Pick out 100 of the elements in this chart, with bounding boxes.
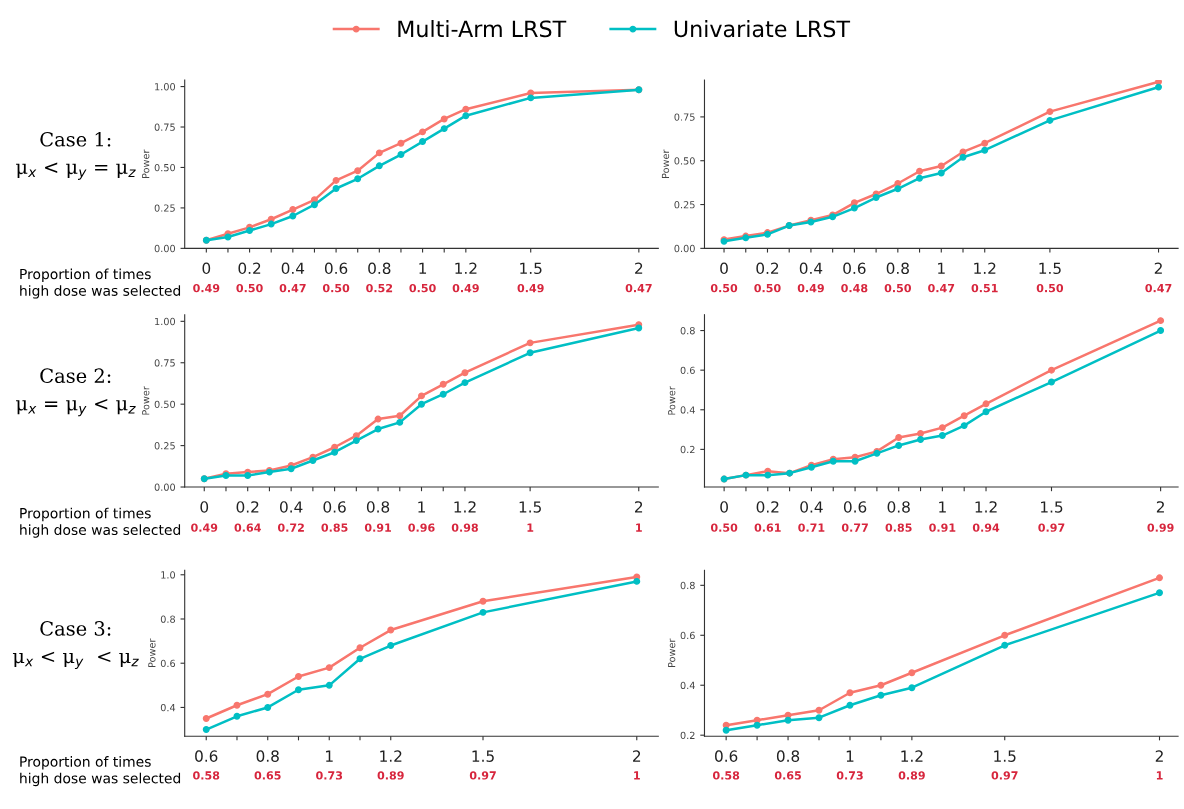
y-tick-label: 0.25 bbox=[674, 201, 695, 209]
text: 0.50 bbox=[1036, 283, 1064, 293]
x-tick-label: 1.5 bbox=[520, 262, 542, 275]
x-tick-label: 1 bbox=[419, 262, 427, 274]
text: 0.58 bbox=[712, 771, 740, 780]
x-tick-label: 0.8 bbox=[368, 262, 391, 275]
x-tick-label: 0.6 bbox=[195, 750, 218, 762]
y-tick-label: 0.25 bbox=[154, 204, 175, 212]
y-tick-label: 0.8 bbox=[160, 615, 176, 623]
y-tick-label: 0.50 bbox=[154, 163, 176, 172]
text: 0.50 bbox=[409, 283, 436, 293]
y-tick-label: 0.4 bbox=[680, 406, 695, 414]
x-tick-label: 1.2 bbox=[975, 501, 997, 513]
y-tick-label: 0.2 bbox=[680, 445, 695, 454]
x-tick-label: 1 bbox=[418, 501, 425, 513]
x-tick-label: 0 bbox=[202, 262, 211, 275]
text: 0.65 bbox=[774, 771, 801, 780]
x-tick-label: 0.6 bbox=[715, 750, 738, 762]
text: 0.91 bbox=[364, 523, 391, 532]
y-axis-title: Power bbox=[142, 386, 150, 415]
x-tick-label: 1.2 bbox=[974, 262, 996, 274]
y-tick-label: 0.75 bbox=[674, 113, 695, 121]
text: 0.48 bbox=[841, 283, 868, 293]
y-tick-label: 1.00 bbox=[155, 83, 176, 91]
y-tick-label: 0.6 bbox=[680, 631, 695, 640]
text: 0.91 bbox=[929, 523, 956, 532]
x-tick-label: 0.8 bbox=[776, 750, 800, 762]
x-tick-label: 0.2 bbox=[238, 262, 261, 275]
text: 0.89 bbox=[377, 771, 404, 780]
x-tick-label: 0.2 bbox=[756, 262, 779, 275]
x-tick-label: 1.5 bbox=[1039, 262, 1061, 275]
x-tick-label: 0.8 bbox=[366, 501, 390, 513]
text: 0.50 bbox=[754, 283, 781, 293]
x-tick-label: 0.4 bbox=[799, 262, 823, 275]
text: 0.73 bbox=[316, 771, 343, 780]
text: Proportion of times high dose was selected bbox=[20, 507, 181, 538]
x-tick-label: 0.4 bbox=[800, 501, 823, 513]
x-tick-label: 0.2 bbox=[756, 501, 779, 513]
y-tick-label: 0.2 bbox=[680, 731, 695, 740]
legend-label: Multi-Arm LRST bbox=[398, 20, 567, 38]
x-tick-label: 0.6 bbox=[324, 262, 348, 275]
text: Case 2: μ$_{x}$ = μ$_{y}$ < μ$_{z}$ bbox=[16, 368, 136, 417]
x-tick-label: 1.2 bbox=[454, 501, 476, 513]
y-tick-label: 0.4 bbox=[680, 681, 695, 690]
y-tick-label: 0.4 bbox=[160, 703, 176, 712]
y-axis-title: Power bbox=[142, 149, 150, 178]
x-tick-label: 0.6 bbox=[323, 501, 346, 513]
text: Proportion of times high dose was selected bbox=[20, 756, 181, 787]
x-tick-label: 2 bbox=[1155, 750, 1163, 762]
text: 0.47 bbox=[625, 283, 652, 293]
text: 0.47 bbox=[1145, 283, 1172, 293]
x-tick-label: 0 bbox=[200, 501, 209, 513]
text: 0.89 bbox=[898, 771, 925, 780]
x-tick-label: 2 bbox=[635, 501, 643, 513]
x-tick-label: 1.5 bbox=[472, 750, 494, 762]
text: 0.51 bbox=[971, 283, 998, 293]
y-tick-label: 0.00 bbox=[674, 244, 695, 253]
y-tick-label: 0.50 bbox=[154, 400, 176, 409]
text: Case 1: μ$_{x}$ < μ$_{y}$ = μ$_{z}$ bbox=[16, 131, 136, 180]
x-tick-label: 1.2 bbox=[455, 262, 477, 274]
y-tick-label: 0.50 bbox=[674, 157, 695, 165]
x-tick-label: 2 bbox=[635, 262, 643, 274]
y-tick-label: 0.75 bbox=[154, 123, 175, 131]
text: 0.99 bbox=[1147, 523, 1174, 532]
text: 0.50 bbox=[884, 283, 912, 293]
text: 0.47 bbox=[928, 283, 955, 293]
text: 0.98 bbox=[451, 523, 478, 532]
text: 0.61 bbox=[754, 523, 781, 532]
y-tick-label: 0.8 bbox=[680, 327, 695, 335]
x-tick-label: 0.2 bbox=[236, 501, 259, 513]
text: 0.73 bbox=[836, 771, 863, 780]
text: 0.50 bbox=[236, 283, 263, 293]
x-tick-label: 0 bbox=[720, 501, 728, 513]
y-tick-label: 0.25 bbox=[154, 442, 175, 450]
text: 0.77 bbox=[841, 523, 868, 532]
x-tick-label: 0.8 bbox=[887, 501, 910, 513]
text: 0.85 bbox=[321, 523, 348, 532]
text: 0.97 bbox=[469, 771, 496, 780]
x-tick-label: 0.4 bbox=[280, 501, 303, 513]
x-tick-label: 1 bbox=[938, 262, 945, 274]
x-tick-label: 2 bbox=[1154, 262, 1162, 274]
text: 0.65 bbox=[254, 771, 281, 780]
text: 0.49 bbox=[191, 523, 218, 532]
text: 0.97 bbox=[991, 771, 1018, 780]
text: 0.49 bbox=[797, 283, 824, 293]
x-tick-label: 2 bbox=[633, 750, 641, 762]
y-tick-label: 1.00 bbox=[155, 317, 176, 326]
text: 0.50 bbox=[710, 283, 738, 293]
y-axis-title: Power bbox=[661, 149, 670, 178]
text: 0.85 bbox=[885, 523, 912, 532]
x-tick-label: 0.8 bbox=[256, 750, 279, 762]
text: 0.50 bbox=[710, 523, 738, 532]
text: 0.64 bbox=[234, 523, 261, 532]
x-tick-label: 0 bbox=[720, 262, 728, 275]
text: 1 bbox=[634, 771, 640, 780]
text: 0.49 bbox=[193, 283, 220, 293]
text: 0.97 bbox=[1038, 523, 1065, 532]
x-tick-label: 1 bbox=[326, 750, 333, 762]
x-tick-label: 1 bbox=[939, 501, 946, 513]
text: 1 bbox=[1156, 771, 1163, 780]
